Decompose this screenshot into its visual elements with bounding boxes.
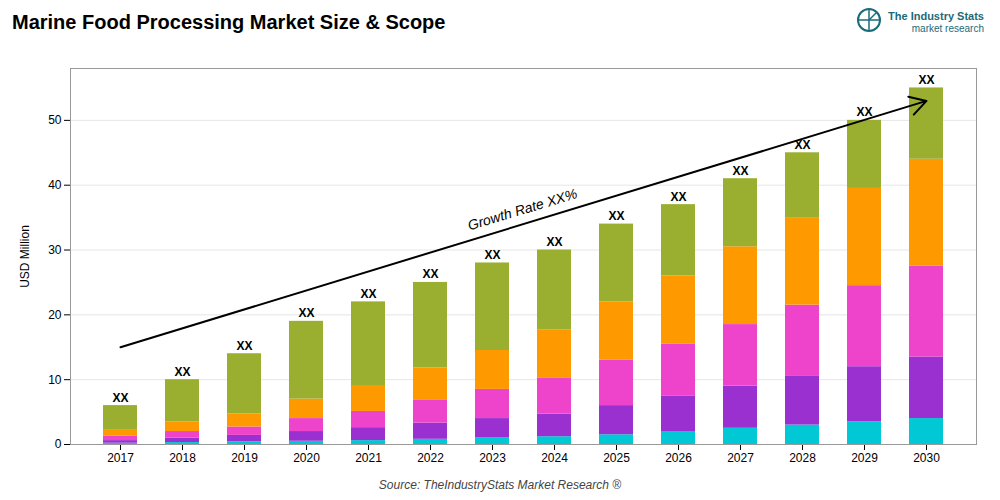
svg-text:10: 10	[48, 373, 62, 387]
svg-text:2024: 2024	[541, 451, 568, 465]
svg-text:2020: 2020	[293, 451, 320, 465]
svg-text:30: 30	[48, 243, 62, 257]
svg-text:2027: 2027	[727, 451, 754, 465]
svg-text:XX: XX	[918, 73, 934, 87]
svg-text:2030: 2030	[913, 451, 940, 465]
svg-text:XX: XX	[484, 248, 500, 262]
svg-text:2019: 2019	[231, 451, 258, 465]
svg-text:XX: XX	[794, 137, 811, 152]
svg-text:XX: XX	[546, 235, 562, 249]
svg-text:XX: XX	[670, 190, 686, 204]
svg-text:XX: XX	[236, 339, 252, 353]
svg-text:XX: XX	[174, 365, 190, 379]
svg-text:2018: 2018	[169, 451, 196, 465]
svg-text:40: 40	[48, 178, 62, 192]
svg-text:XX: XX	[856, 105, 873, 120]
svg-text:0: 0	[55, 437, 62, 451]
html-text:Source: TheIndustryStats Marke: Source: TheIndustryStats Market Research…	[378, 478, 622, 492]
svg-text:2017: 2017	[107, 451, 134, 465]
svg-text:USD Million: USD Million	[18, 225, 32, 288]
svg-text:2025: 2025	[603, 451, 630, 465]
svg-text:2021: 2021	[355, 451, 382, 465]
svg-text:XX: XX	[422, 267, 438, 281]
svg-text:2029: 2029	[851, 451, 878, 465]
svg-text:XX: XX	[298, 306, 314, 320]
svg-text:2028: 2028	[789, 451, 816, 465]
svg-text:Growth Rate XX%: Growth Rate XX%	[466, 185, 579, 233]
html-text:Marine Food Processing Market: Marine Food Processing Market Size & Sco…	[12, 10, 446, 33]
svg-text:50: 50	[48, 113, 62, 127]
svg-text:XX: XX	[732, 164, 748, 178]
html-text:The Industry Stats: The Industry Stats	[888, 9, 984, 22]
svg-text:XX: XX	[608, 209, 624, 223]
svg-text:XX: XX	[112, 391, 128, 405]
svg-text:XX: XX	[360, 287, 376, 301]
svg-text:2022: 2022	[417, 451, 444, 465]
svg-text:2023: 2023	[479, 451, 506, 465]
svg-text:2026: 2026	[665, 451, 692, 465]
html-text:market research: market research	[911, 22, 984, 34]
svg-text:20: 20	[48, 308, 62, 322]
